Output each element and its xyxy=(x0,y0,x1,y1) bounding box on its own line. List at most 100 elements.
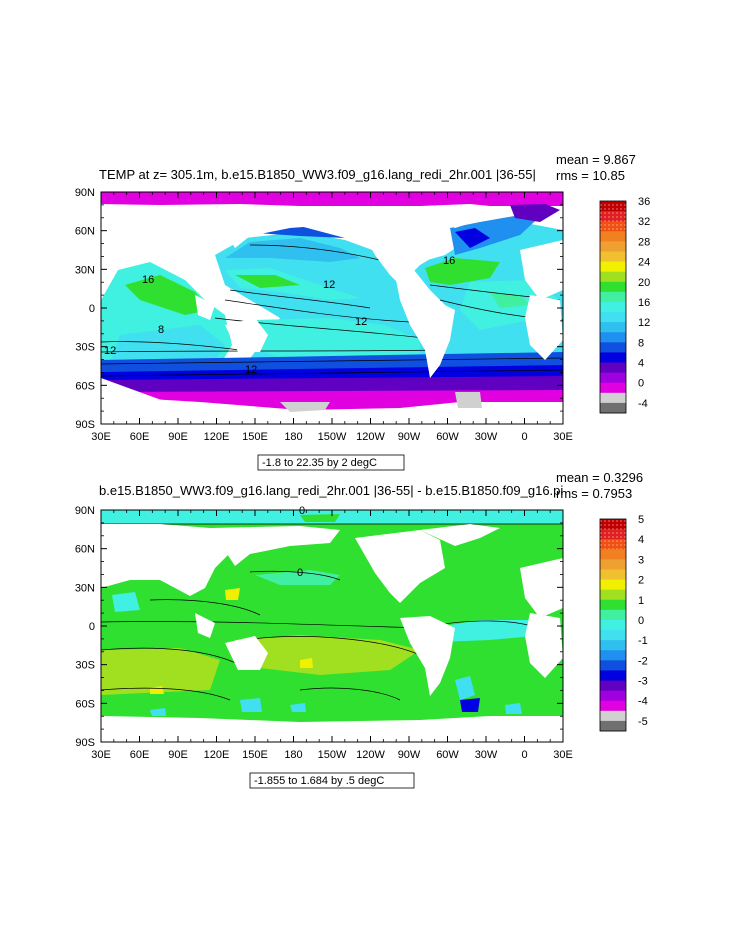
diff-map-panel: b.e15.B1850_WW3.f09_g16.lang_redi_2hr.00… xyxy=(75,470,648,789)
x-tick-label: 0 xyxy=(521,749,527,761)
colorbar-swatch xyxy=(600,362,626,374)
y-axis: 90N 60N 30N 0 30S 60S 90S xyxy=(75,187,563,431)
colorbar-swatch xyxy=(600,720,626,732)
colorbar-swatch xyxy=(600,352,626,363)
colorbar-swatch xyxy=(600,640,626,651)
colorbar-label: -3 xyxy=(638,676,648,688)
colorbar-swatch xyxy=(600,690,626,702)
contour-label: 16 xyxy=(443,255,455,267)
y-axis: 90N 60N 30N 0 30S 60S 90S xyxy=(75,505,563,749)
contour-lines xyxy=(101,523,563,701)
colorbar-swatch xyxy=(600,589,626,601)
x-tick-label: 180 xyxy=(284,431,302,443)
info-box: -1.855 to 1.684 by .5 degC xyxy=(249,772,415,789)
colorbar-swatch xyxy=(600,619,626,631)
colorbar: 36 32 28 24 20 16 12 8 4 0 -4 xyxy=(599,196,650,414)
x-tick-label: 180 xyxy=(284,749,302,761)
colorbar-label: 32 xyxy=(638,216,650,228)
colorbar-stipple xyxy=(600,519,626,530)
contour-label: 16 xyxy=(142,274,154,286)
colorbar: 5 4 3 2 1 0 -1 -2 -3 -4 -5 xyxy=(599,514,648,732)
y-tick-label: 30N xyxy=(75,264,95,276)
colorbar-swatch xyxy=(600,271,626,283)
colorbar-label: 20 xyxy=(638,277,650,289)
colorbar-swatch xyxy=(600,301,626,313)
x-axis: 30E 60E 90E 120E 150E 180 150W 120W 90W 60W 30W 0 30… xyxy=(91,510,573,761)
info-box: -1.8 to 22.35 by 2 degC xyxy=(257,454,405,471)
colorbar-stipple xyxy=(600,201,626,212)
y-tick-label: 60N xyxy=(75,544,95,556)
colorbar-swatch xyxy=(600,670,626,681)
rms-stat: rms = 0.7953 xyxy=(556,486,632,501)
x-tick-label: 60E xyxy=(130,431,150,443)
contour-label: 8 xyxy=(158,324,164,336)
x-tick-label: 30W xyxy=(475,749,498,761)
colorbar-swatch xyxy=(600,281,626,293)
contour-label: 12 xyxy=(323,279,335,291)
colorbar-swatch xyxy=(600,609,626,621)
colorbar-label: 24 xyxy=(638,257,650,269)
x-tick-label: 60W xyxy=(436,431,459,443)
x-tick-label: 120W xyxy=(356,431,385,443)
x-tick-label: 30E xyxy=(553,749,573,761)
colorbar-stipple xyxy=(600,529,626,540)
colorbar-stipple xyxy=(600,539,626,550)
temp-map-panel: TEMP at z= 305.1m, b.e15.B1850_WW3.f09_g… xyxy=(75,152,650,471)
colorbar-swatch xyxy=(600,261,626,273)
colorbar-label: -4 xyxy=(638,696,648,708)
contour-label: 12 xyxy=(245,364,257,376)
x-tick-label: 120W xyxy=(356,749,385,761)
x-tick-label: 90W xyxy=(398,431,421,443)
contour-info: -1.8 to 22.35 by 2 degC xyxy=(262,457,377,469)
contour-lines xyxy=(101,244,563,377)
colorbar-label: 1 xyxy=(638,595,644,607)
contour-label-group: 16 12 12 16 12 8 12 xyxy=(104,255,455,376)
mean-stat: mean = 0.3296 xyxy=(556,470,643,485)
contour-label: 0 xyxy=(297,567,303,579)
colorbar-swatch xyxy=(600,291,626,303)
y-tick-label: 30N xyxy=(75,582,95,594)
colorbar-swatch xyxy=(600,241,626,252)
colorbar-swatch xyxy=(600,660,626,671)
contour-label: 12 xyxy=(355,316,367,328)
colorbar-stipple xyxy=(600,211,626,222)
colorbar-label: 0 xyxy=(638,615,644,627)
colorbar-label: 4 xyxy=(638,358,644,370)
x-tick-label: 150W xyxy=(318,749,347,761)
colorbar-swatch xyxy=(600,579,626,591)
colorbar-frame xyxy=(599,200,627,414)
colorbar-swatch xyxy=(600,332,626,343)
colorbar-label: 12 xyxy=(638,317,650,329)
x-tick-label: 30E xyxy=(91,749,111,761)
colorbar-swatch xyxy=(600,231,626,242)
x-tick-label: 150E xyxy=(242,749,268,761)
x-tick-label: 30E xyxy=(91,431,111,443)
x-tick-label: 90E xyxy=(168,749,188,761)
colorbar-label: 2 xyxy=(638,575,644,587)
colorbar-swatch xyxy=(600,402,626,414)
colorbar-frame xyxy=(599,518,627,732)
map-plot-area: 16 12 12 16 12 8 12 30E 60E 90E 120E 150E 180 150W 12… xyxy=(75,187,573,443)
x-tick-label: 120E xyxy=(204,431,230,443)
colorbar-label: 4 xyxy=(638,534,644,546)
rms-stat: rms = 10.85 xyxy=(556,168,625,183)
y-tick-label: 90N xyxy=(75,187,95,199)
colorbar-label: -5 xyxy=(638,716,648,728)
colorbar-label: -1 xyxy=(638,635,648,647)
colorbar-swatch xyxy=(600,382,626,394)
contour-label: 12 xyxy=(104,345,116,357)
mean-stat: mean = 9.867 xyxy=(556,152,636,167)
x-tick-label: 60W xyxy=(436,749,459,761)
colorbar-swatch xyxy=(600,251,626,262)
y-tick-label: 30S xyxy=(75,660,95,672)
x-axis: 30E 60E 90E 120E 150E 180 150W 120W 90W 60W 30W 0 30… xyxy=(91,192,573,443)
y-tick-label: 60N xyxy=(75,226,95,238)
colorbar-swatch xyxy=(600,650,626,661)
x-tick-label: 150W xyxy=(318,431,347,443)
colorbar-swatch xyxy=(600,569,626,580)
contour-label-group: 00 xyxy=(297,505,305,579)
ocean-field xyxy=(101,510,563,742)
y-tick-label: 90S xyxy=(75,419,95,431)
y-tick-label: 60S xyxy=(75,380,95,392)
